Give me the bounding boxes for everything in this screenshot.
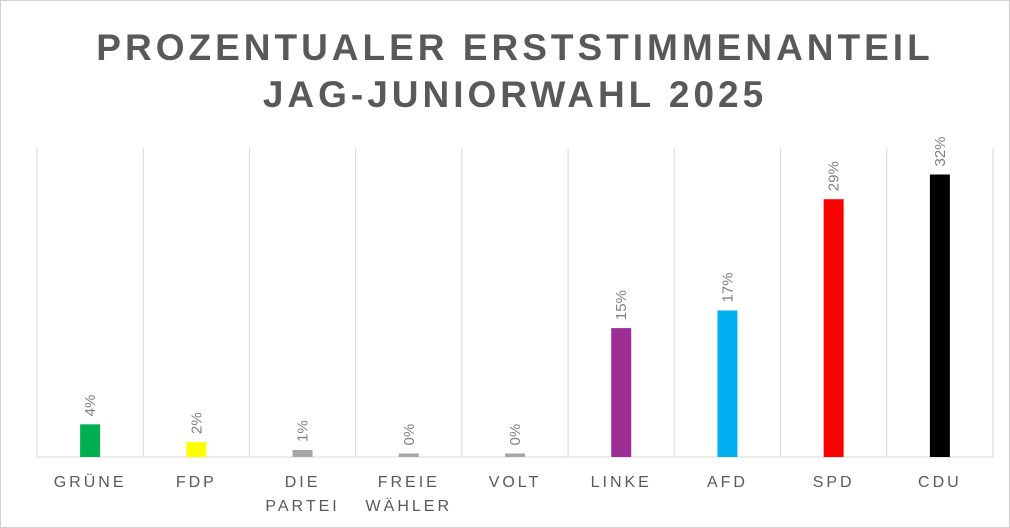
bar bbox=[717, 310, 738, 457]
value-label: 32% bbox=[932, 136, 949, 166]
x-tick-label: DIE PARTEI bbox=[265, 474, 339, 515]
x-tick-label: FREIE WÄHLER bbox=[366, 474, 452, 515]
value-label: 1% bbox=[295, 420, 312, 442]
bar bbox=[80, 424, 101, 457]
bar bbox=[611, 328, 632, 457]
value-label: 29% bbox=[826, 161, 843, 191]
x-tick-label: VOLT bbox=[489, 474, 542, 491]
bar bbox=[186, 441, 207, 457]
value-label: 0% bbox=[401, 424, 418, 446]
chart-subtitle: JAG-JUNIORWAHL 2025 bbox=[263, 74, 767, 115]
x-tick-label: LINKE bbox=[591, 474, 652, 491]
value-label: 4% bbox=[82, 395, 99, 417]
x-tick-label: GRÜNE bbox=[54, 473, 127, 491]
x-tick-label: SPD bbox=[813, 474, 855, 491]
value-label: 2% bbox=[188, 412, 205, 434]
bar bbox=[505, 453, 525, 457]
value-label: 15% bbox=[613, 290, 630, 320]
value-label: 17% bbox=[719, 272, 736, 302]
bar bbox=[398, 453, 419, 457]
x-tick-label: AFD bbox=[707, 474, 748, 491]
bar bbox=[823, 199, 844, 457]
x-tick-label: FDP bbox=[176, 474, 217, 491]
chart-title: PROZENTUALER ERSTSTIMMENANTEIL bbox=[96, 27, 933, 68]
value-label: 0% bbox=[507, 424, 524, 446]
x-tick-label: CDU bbox=[918, 474, 962, 491]
bar bbox=[929, 174, 950, 457]
bar bbox=[292, 449, 313, 457]
